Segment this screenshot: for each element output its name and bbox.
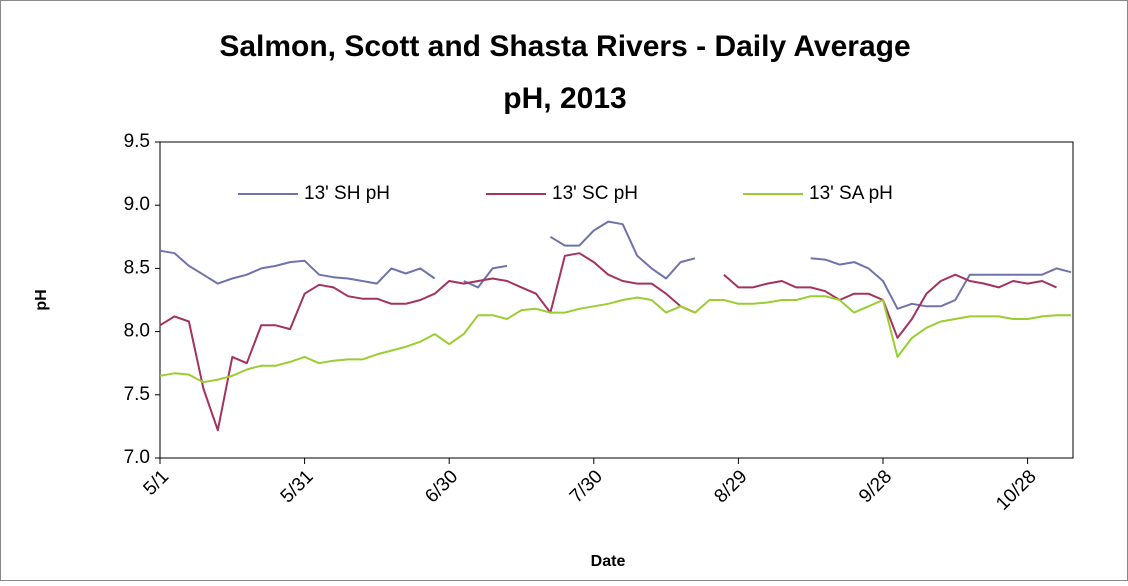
- plot-area: [159, 141, 1074, 459]
- line-series: [159, 295, 1071, 384]
- y-axis-title: pH: [33, 289, 50, 310]
- legend-label: 13' SH pH: [304, 183, 390, 204]
- legend-label: 13' SA pH: [809, 183, 893, 204]
- y-tick-label: 8.0: [124, 321, 150, 342]
- line-series: [159, 220, 1072, 310]
- y-tick-label: 7.5: [124, 384, 150, 405]
- y-tick-label: 7.0: [124, 447, 150, 468]
- legend-label: 13' SC pH: [552, 183, 638, 204]
- chart-title: pH, 2013: [503, 82, 626, 115]
- x-axis-title: Date: [591, 553, 626, 570]
- chart-title: Salmon, Scott and Shasta Rivers - Daily …: [219, 30, 910, 63]
- y-tick-label: 9.0: [124, 194, 150, 215]
- line-series: [159, 252, 1057, 432]
- y-tick-label: 8.5: [124, 257, 150, 278]
- y-tick-label: 9.5: [124, 131, 150, 152]
